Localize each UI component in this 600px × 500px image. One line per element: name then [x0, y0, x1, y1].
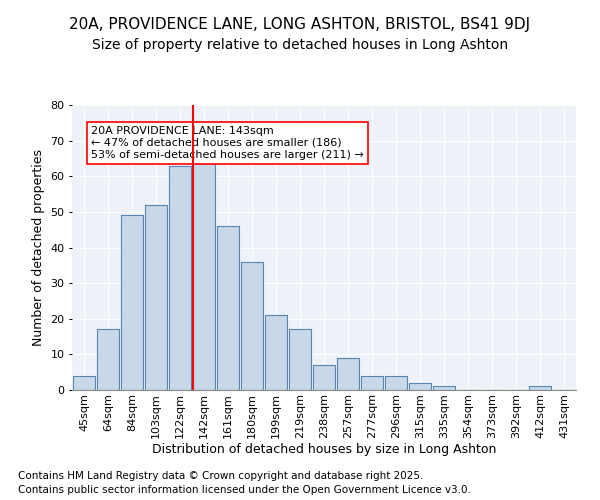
Bar	[313, 365, 335, 390]
Bar	[121, 216, 143, 390]
Bar	[73, 376, 95, 390]
Text: Contains HM Land Registry data © Crown copyright and database right 2025.: Contains HM Land Registry data © Crown c…	[18, 471, 424, 481]
Bar	[145, 205, 167, 390]
Bar	[409, 383, 431, 390]
Bar	[529, 386, 551, 390]
Bar	[193, 155, 215, 390]
Bar	[217, 226, 239, 390]
Bar	[289, 330, 311, 390]
Text: Size of property relative to detached houses in Long Ashton: Size of property relative to detached ho…	[92, 38, 508, 52]
Bar	[241, 262, 263, 390]
Bar	[265, 315, 287, 390]
Bar	[97, 330, 119, 390]
Bar	[361, 376, 383, 390]
Bar	[169, 166, 191, 390]
Bar	[385, 376, 407, 390]
Bar	[337, 358, 359, 390]
X-axis label: Distribution of detached houses by size in Long Ashton: Distribution of detached houses by size …	[152, 444, 496, 456]
Text: Contains public sector information licensed under the Open Government Licence v3: Contains public sector information licen…	[18, 485, 471, 495]
Y-axis label: Number of detached properties: Number of detached properties	[32, 149, 44, 346]
Bar	[433, 386, 455, 390]
Text: 20A PROVIDENCE LANE: 143sqm
← 47% of detached houses are smaller (186)
53% of se: 20A PROVIDENCE LANE: 143sqm ← 47% of det…	[91, 126, 364, 160]
Text: 20A, PROVIDENCE LANE, LONG ASHTON, BRISTOL, BS41 9DJ: 20A, PROVIDENCE LANE, LONG ASHTON, BRIST…	[70, 18, 530, 32]
